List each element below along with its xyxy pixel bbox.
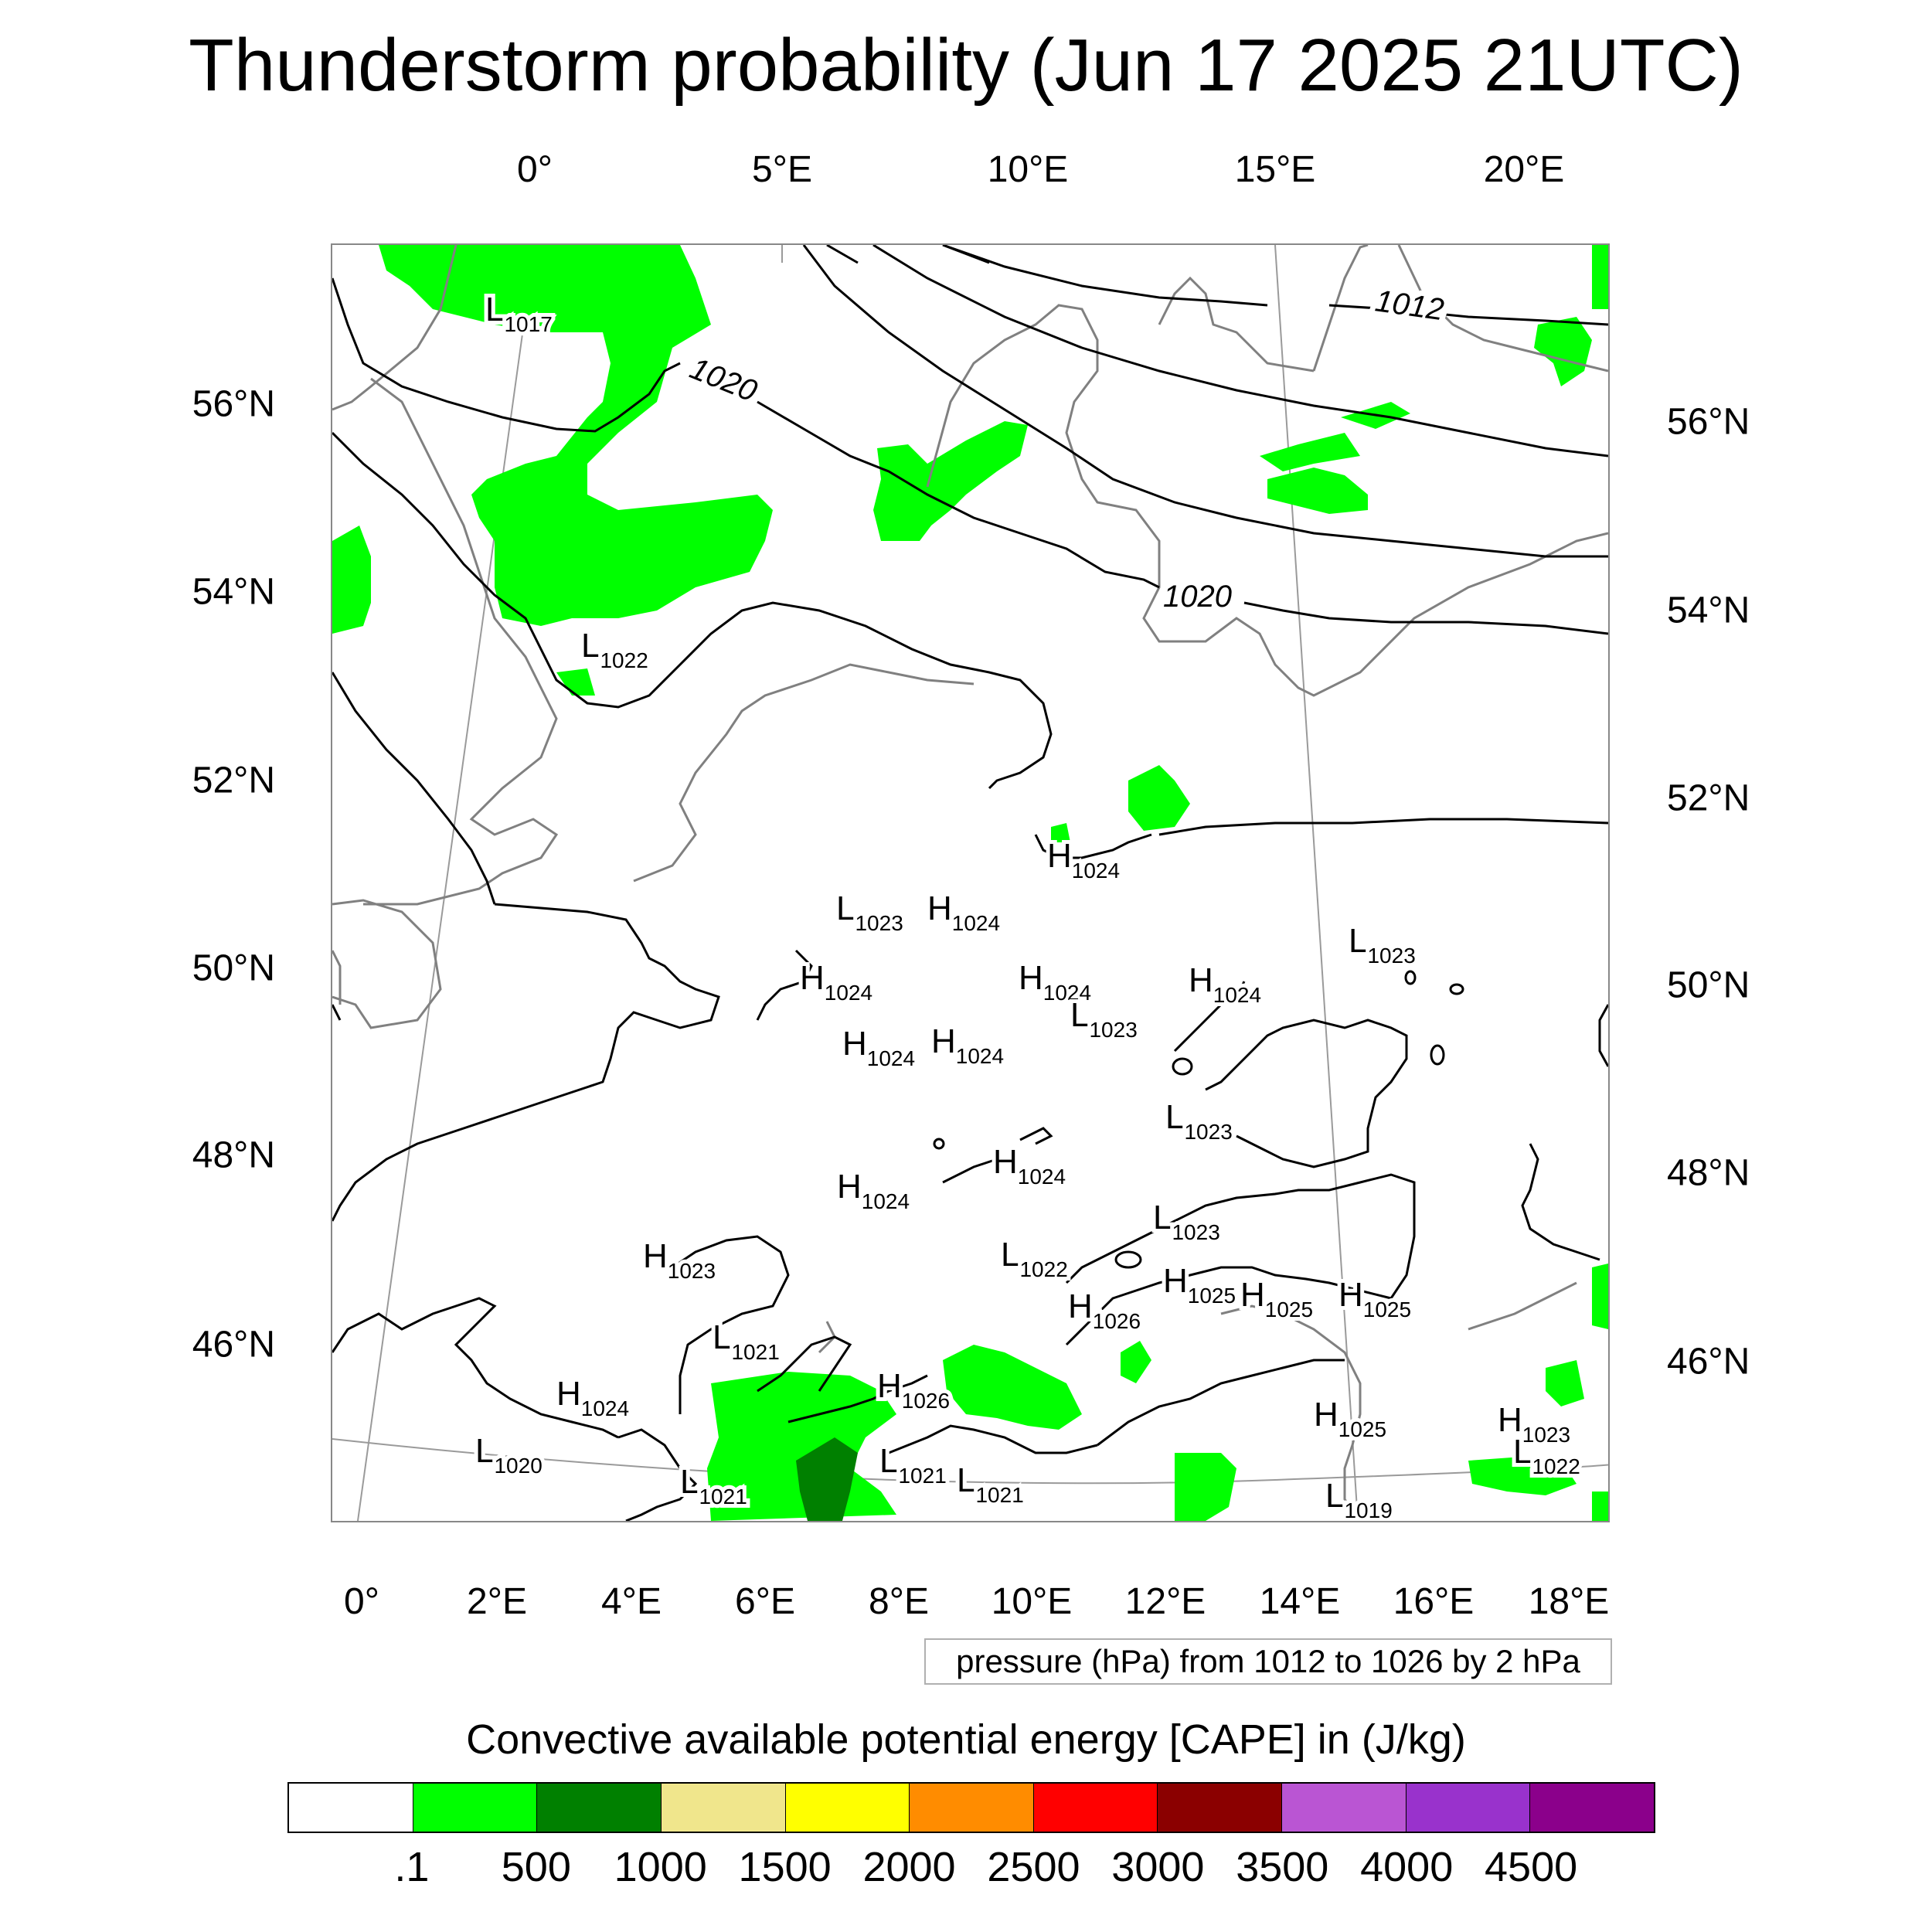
colorbar-swatch: [1406, 1784, 1531, 1832]
colorbar-swatch: [413, 1784, 538, 1832]
isobar-label-1012: 1012: [1373, 284, 1446, 327]
high-pressure-center: H1026: [1068, 1287, 1141, 1333]
high-pressure-center: H1025: [1163, 1262, 1236, 1308]
high-pressure-center: H1025: [1338, 1276, 1411, 1321]
low-pressure-center: L1021: [879, 1442, 947, 1488]
colorbar-swatch: [910, 1784, 1034, 1832]
right-lat-label-50n: 50°N: [1667, 964, 1750, 1006]
low-pressure-center: L1017: [485, 291, 553, 336]
left-lat-label-50n: 50°N: [192, 947, 275, 989]
high-pressure-center: H1024: [927, 889, 1000, 935]
colorbar-tick-label: 4000: [1360, 1844, 1454, 1890]
top-lon-label-20e: 20°E: [1483, 149, 1565, 190]
low-pressure-center: L1023: [1165, 1098, 1233, 1144]
cape-shading: [332, 245, 1608, 1521]
isobar-label-1020-north: 1020: [685, 352, 762, 409]
bottom-lon-label-4e: 4°E: [601, 1581, 662, 1622]
colorbar-tick-label: 4500: [1485, 1844, 1578, 1890]
colorbar-swatch: [537, 1784, 662, 1832]
colorbar-title: Convective available potential energy [C…: [466, 1716, 1466, 1763]
low-pressure-center: L1022: [581, 627, 648, 672]
high-pressure-center: H1024: [556, 1375, 629, 1420]
bottom-lon-label-0: 0°: [344, 1581, 379, 1622]
colorbar-swatch: [1530, 1784, 1655, 1832]
high-pressure-center: H1024: [1019, 959, 1091, 1005]
coastlines: [332, 245, 1608, 1521]
left-lat-label-52n: 52°N: [192, 760, 275, 801]
top-lon-label-0: 0°: [517, 149, 553, 190]
low-pressure-center: L1019: [1325, 1477, 1393, 1522]
top-lon-label-10e: 10°E: [987, 149, 1069, 190]
colorbar-tick-label: 2000: [862, 1844, 956, 1890]
left-lat-label-48n: 48°N: [192, 1134, 275, 1176]
isobars: [332, 245, 1608, 1521]
low-pressure-center: L1021: [713, 1318, 780, 1364]
bottom-lon-label-6e: 6°E: [735, 1581, 795, 1622]
high-pressure-center: H1024: [1047, 837, 1120, 883]
colorbar-swatch: [1282, 1784, 1406, 1832]
high-pressure-center: H1024: [1189, 961, 1261, 1007]
right-lat-label-52n: 52°N: [1667, 777, 1750, 819]
low-pressure-center: L1023: [1349, 922, 1416, 968]
cape-shading-dark: [796, 1437, 858, 1521]
colorbar-swatch: [1033, 1784, 1158, 1832]
low-pressure-center: L1023: [1070, 996, 1138, 1042]
isobar-label-1020-east: 1020: [1163, 580, 1232, 614]
left-lat-label-46n: 46°N: [192, 1324, 275, 1366]
low-pressure-center: L1021: [957, 1461, 1024, 1507]
right-lat-label-48n: 48°N: [1667, 1152, 1750, 1194]
map-title: Thunderstorm probability (Jun 17 2025 21…: [189, 24, 1743, 107]
colorbar-tick-label: .1: [394, 1844, 430, 1890]
high-pressure-center: H1024: [800, 959, 872, 1005]
top-lon-label-5e: 5°E: [752, 149, 812, 190]
high-pressure-center: H1023: [1498, 1401, 1570, 1447]
bottom-lon-label-14e: 14°E: [1259, 1581, 1341, 1622]
colorbar-tick-label: 3500: [1236, 1844, 1329, 1890]
isobar-bubbles: [933, 970, 1464, 1269]
high-pressure-center: H1024: [837, 1168, 910, 1213]
colorbar-swatch: [785, 1784, 910, 1832]
colorbar-swatch: [289, 1784, 413, 1832]
high-pressure-center: H1024: [842, 1025, 915, 1070]
bottom-lon-label-12e: 12°E: [1124, 1581, 1206, 1622]
bottom-lon-label-2e: 2°E: [467, 1581, 527, 1622]
top-lon-label-15e: 15°E: [1234, 149, 1316, 190]
colorbar-tick-label: 3000: [1111, 1844, 1205, 1890]
left-lat-label-56n: 56°N: [192, 383, 275, 425]
colorbar-tick-label: 2500: [987, 1844, 1080, 1890]
high-pressure-center: H1026: [877, 1367, 950, 1413]
high-pressure-center: H1023: [643, 1237, 716, 1283]
low-pressure-center: L1020: [475, 1432, 543, 1478]
low-pressure-center: L1021: [680, 1463, 747, 1509]
bottom-lon-label-10e: 10°E: [991, 1581, 1073, 1622]
right-lat-label-56n: 56°N: [1667, 401, 1750, 443]
left-lat-label-54n: 54°N: [192, 571, 275, 613]
high-pressure-center: H1025: [1314, 1396, 1386, 1441]
low-pressure-center: L1023: [1153, 1199, 1220, 1244]
right-lat-label-54n: 54°N: [1667, 590, 1750, 631]
colorbar-tick-label: 1500: [738, 1844, 832, 1890]
colorbar: [287, 1782, 1655, 1833]
bottom-lon-label-16e: 16°E: [1393, 1581, 1475, 1622]
high-pressure-center: H1025: [1240, 1276, 1313, 1321]
high-pressure-center: H1024: [931, 1022, 1004, 1068]
right-lat-label-46n: 46°N: [1667, 1341, 1750, 1383]
pressure-info-label: pressure (hPa) from 1012 to 1026 by 2 hP…: [924, 1638, 1612, 1685]
colorbar-swatch: [661, 1784, 786, 1832]
bottom-lon-label-18e: 18°E: [1528, 1581, 1610, 1622]
bottom-lon-label-8e: 8°E: [869, 1581, 929, 1622]
low-pressure-center: L1023: [836, 889, 903, 935]
colorbar-tick-label: 1000: [614, 1844, 707, 1890]
low-pressure-center: L1022: [1513, 1433, 1580, 1478]
low-pressure-center: L1022: [1001, 1236, 1068, 1281]
colorbar-tick-label: 500: [501, 1844, 571, 1890]
high-pressure-center: H1024: [993, 1143, 1066, 1189]
colorbar-swatch: [1158, 1784, 1283, 1832]
